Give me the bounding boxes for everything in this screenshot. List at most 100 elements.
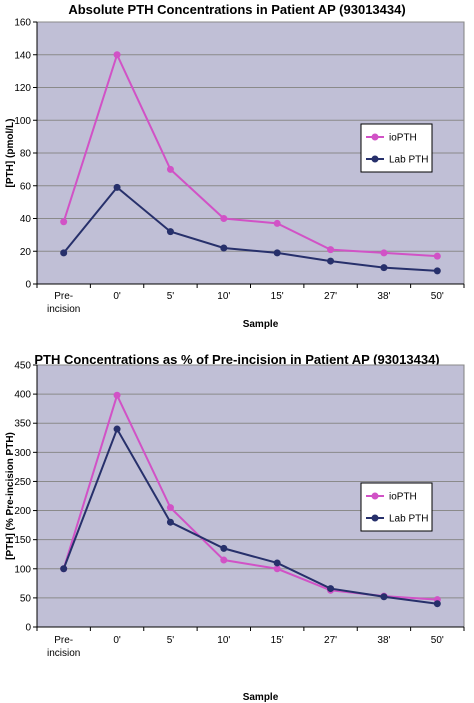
legend-box	[360, 482, 433, 532]
data-point-lab-pth	[220, 244, 228, 252]
y-tick-label: 160	[14, 18, 31, 29]
legend-marker	[371, 133, 379, 141]
x-tick-label: 0'	[113, 635, 121, 646]
series-line-lab-pth	[62, 185, 438, 272]
data-point-lab-pth	[60, 565, 68, 573]
y-tick-label: 20	[20, 247, 32, 258]
data-point-iopth	[327, 246, 335, 254]
data-point-lab-pth	[433, 600, 441, 608]
data-point-iopth	[273, 219, 281, 227]
y-tick-label: 140	[14, 50, 31, 61]
y-tick-label: 50	[20, 593, 32, 604]
data-point-lab-pth	[166, 518, 174, 526]
series-line-lab-pth	[62, 426, 438, 605]
data-point-lab-pth	[327, 585, 335, 593]
y-tick-label: 0	[25, 280, 31, 291]
data-point-lab-pth	[433, 267, 441, 275]
y-tick-label: 300	[14, 448, 31, 459]
y-tick-label: 60	[20, 181, 32, 192]
x-tick-label-line: 38'	[377, 635, 390, 646]
x-tick-label: Pre-incision	[47, 291, 80, 315]
chart-absolute-pth-svg: Absolute PTH Concentrations in Patient A…	[5, 2, 465, 330]
series-line-iopth	[62, 52, 438, 258]
y-tick-label: 350	[14, 419, 31, 430]
chart-title: Absolute PTH Concentrations in Patient A…	[68, 2, 405, 17]
y-tick-label: 40	[20, 214, 32, 225]
y-tick-label: 150	[14, 535, 31, 546]
x-tick-label: 10'	[217, 635, 230, 646]
data-point-lab-pth	[113, 183, 121, 191]
x-tick-label-line: 15'	[271, 291, 284, 302]
y-tick-label: 250	[14, 477, 31, 488]
x-tick-label-line: 5'	[167, 635, 175, 646]
y-axis-label: [PTH] (pmol/L)	[5, 119, 16, 188]
x-tick-label-line: 38'	[377, 291, 390, 302]
legend-marker	[371, 155, 379, 163]
data-point-iopth	[166, 165, 174, 173]
y-tick-label: 200	[14, 506, 31, 517]
x-tick-label-line: 10'	[217, 635, 230, 646]
x-tick-label-line: 5'	[167, 291, 175, 302]
x-tick-label-line: incision	[47, 304, 80, 315]
x-tick-label: 0'	[113, 291, 121, 302]
data-point-lab-pth	[113, 425, 121, 433]
data-point-iopth	[113, 51, 121, 59]
x-tick-label: 15'	[271, 291, 284, 302]
legend-marker	[371, 492, 379, 500]
data-point-lab-pth	[273, 249, 281, 257]
data-point-lab-pth	[380, 593, 388, 601]
legend-label: ioPTH	[389, 133, 417, 144]
legend-marker	[371, 514, 379, 522]
data-point-lab-pth	[220, 544, 228, 552]
chart-absolute-pth: Absolute PTH Concentrations in Patient A…	[0, 0, 474, 350]
x-tick-label-line: Pre-	[54, 291, 73, 302]
x-tick-label: 38'	[377, 635, 390, 646]
data-point-lab-pth	[380, 264, 388, 272]
x-tick-label: 50'	[431, 291, 444, 302]
y-tick-label: 80	[20, 149, 32, 160]
x-tick-label-line: 50'	[431, 291, 444, 302]
data-point-lab-pth	[166, 228, 174, 236]
legend-label: ioPTH	[389, 492, 417, 503]
x-tick-label-line: incision	[47, 648, 80, 659]
x-axis-label: Sample	[243, 692, 279, 703]
legend-label: Lab PTH	[389, 514, 428, 525]
y-axis-label: [PTH] (% Pre-incision PTH)	[5, 432, 16, 560]
x-tick-label-line: 10'	[217, 291, 230, 302]
x-tick-label-line: 0'	[113, 291, 121, 302]
y-tick-label: 400	[14, 390, 31, 401]
x-tick-label: 5'	[167, 635, 175, 646]
y-tick-label: 100	[14, 116, 31, 127]
x-axis-label: Sample	[243, 319, 279, 330]
y-tick-label: 100	[14, 564, 31, 575]
legend-box	[360, 123, 433, 173]
y-tick-label: 120	[14, 83, 31, 94]
data-point-iopth	[380, 249, 388, 257]
data-point-iopth	[433, 252, 441, 260]
x-tick-label: 10'	[217, 291, 230, 302]
x-tick-label-line: 15'	[271, 635, 284, 646]
x-tick-label: 15'	[271, 635, 284, 646]
data-point-lab-pth	[273, 559, 281, 567]
x-tick-label-line: Pre-	[54, 635, 73, 646]
data-point-iopth	[220, 556, 228, 564]
data-point-iopth	[220, 215, 228, 222]
y-tick-label: 0	[25, 623, 31, 634]
x-tick-label: 50'	[431, 635, 444, 646]
data-point-lab-pth	[60, 249, 68, 257]
chart-percent-pth-svg: PTH Concentrations as % of Pre-incision …	[5, 352, 465, 703]
x-tick-label-line: 0'	[113, 635, 121, 646]
x-tick-label: 38'	[377, 291, 390, 302]
data-point-iopth	[166, 504, 174, 512]
data-point-iopth	[60, 218, 68, 226]
x-tick-label: 5'	[167, 291, 175, 302]
chart-title: PTH Concentrations as % of Pre-incision …	[34, 352, 439, 367]
x-tick-label-line: 27'	[324, 291, 337, 302]
x-tick-label-line: 27'	[324, 635, 337, 646]
data-point-lab-pth	[327, 257, 335, 265]
legend-label: Lab PTH	[389, 155, 428, 166]
x-tick-label-line: 50'	[431, 635, 444, 646]
y-tick-label: 450	[14, 361, 31, 372]
data-point-iopth	[273, 565, 281, 573]
data-point-iopth	[113, 391, 121, 399]
